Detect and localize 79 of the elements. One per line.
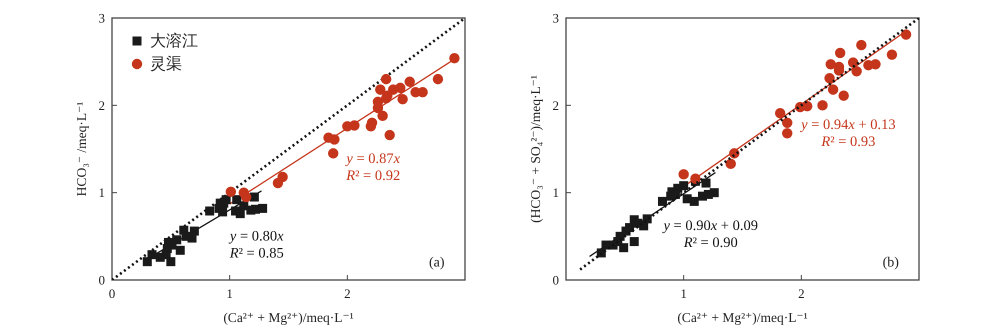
x-tick-label: 1 [226,286,233,301]
legend-label: 大溶江 [150,32,198,50]
point [375,84,386,95]
point [824,73,835,84]
y-tick-label: 2 [98,98,105,113]
y-tick-label: 0 [98,272,105,288]
point [329,134,340,145]
point [382,90,393,101]
point [782,128,792,138]
y-tick-label: 1 [98,185,105,200]
point [349,120,360,131]
point [240,192,252,202]
point [277,172,288,182]
annotation: R² = 0.90 [682,235,738,252]
point [826,59,836,70]
point [218,207,228,216]
point [702,178,711,188]
point [710,188,719,198]
annotation: y = 0.80x [228,228,284,244]
point [828,84,838,95]
point [658,196,667,206]
point [679,181,688,190]
point [172,235,182,244]
point [205,206,214,216]
point [802,101,812,112]
point [395,82,406,94]
point [782,118,792,128]
point [226,186,236,197]
point [397,94,408,104]
annotation: R² = 0.92 [345,168,400,184]
point [449,52,460,64]
y-axis-title: HCO₃⁻ /meq·L⁻¹ [74,102,89,196]
x-tick-label: 2 [344,286,351,301]
annotation: (a) [428,256,445,271]
point [678,169,689,180]
annotation: y = 0.90x + 0.09 [661,218,758,234]
y-tick-label: 3 [98,10,105,26]
y-axis-title: (HCO₃⁻ + SO₄²⁻)/meq·L⁻¹ [528,75,543,223]
annotation: R² = 0.85 [228,245,284,262]
point [166,257,176,266]
point [176,246,185,255]
point [380,74,392,84]
x-axis-title: (Ca²⁺ + Mg²⁺)/meq·L⁻¹ [677,310,808,325]
y-tick-label: 2 [552,98,559,113]
x-tick-label: 1 [680,286,687,301]
point [870,59,881,70]
annotation: (b) [882,256,900,271]
annotation: R² = 0.93 [820,134,876,150]
point [774,108,786,118]
point [250,192,259,202]
point [838,90,849,101]
point [726,158,736,170]
y-tick-label: 3 [552,10,559,26]
legend-label: 灵渠 [150,55,182,73]
point [856,40,867,50]
point [384,130,395,140]
point [432,74,444,84]
point [148,250,157,260]
point [404,76,415,87]
point [690,196,699,206]
x-tick-label: 0 [108,286,116,301]
point [834,48,846,58]
x-axis-title: (Ca²⁺ + Mg²⁺)/meq·L⁻¹ [223,310,354,325]
point [258,204,268,213]
point [377,110,388,122]
point [900,29,912,40]
annotation: y = 0.87x [344,151,401,168]
point [817,100,828,111]
point [619,243,628,252]
y-tick-label: 1 [552,185,559,200]
annotation: y = 0.94x + 0.13 [799,117,896,134]
point [851,66,862,76]
x-tick-label: 2 [798,286,805,301]
point [328,148,338,159]
point [190,226,199,236]
y-tick-label: 0 [552,272,559,288]
point [630,237,639,246]
point [886,49,898,60]
point [690,173,701,184]
